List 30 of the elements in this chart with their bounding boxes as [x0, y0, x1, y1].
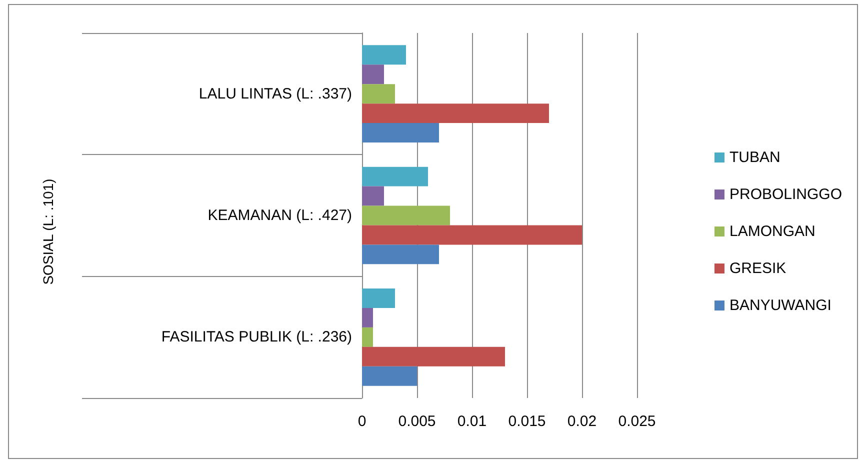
- bar: [362, 186, 384, 206]
- x-tick-label: 0.02: [567, 413, 597, 430]
- bar: [362, 288, 395, 308]
- bar: [362, 225, 582, 245]
- bar: [362, 123, 439, 142]
- bar: [362, 346, 505, 366]
- x-tick-label: 0: [358, 413, 366, 430]
- legend-label: TUBAN: [729, 149, 780, 166]
- y-tick-label: KEAMANAN (L: .427): [208, 207, 352, 224]
- legend-label: PROBOLINGGO: [729, 186, 842, 203]
- bar: [362, 45, 406, 65]
- bar: [362, 327, 373, 347]
- bar: [362, 84, 395, 104]
- legend-label: GRESIK: [729, 260, 786, 277]
- x-tick-label: 0.01: [457, 413, 487, 430]
- y-tick-label: FASILITAS PUBLIK (L: .236): [161, 328, 352, 346]
- x-tick-label: 0.005: [398, 413, 436, 430]
- bar: [362, 64, 384, 84]
- bar: [362, 308, 373, 328]
- bar: [362, 166, 428, 186]
- x-tick-label: 0.015: [508, 413, 546, 430]
- bar: [362, 206, 450, 226]
- legend-label: LAMONGAN: [729, 223, 816, 240]
- text: SOSIAL (L: .101): [40, 178, 56, 285]
- bar: [362, 366, 417, 386]
- legend-label: BANYUWANGI: [729, 297, 832, 314]
- y-tick-label: LALU LINTAS (L: .337): [198, 85, 352, 102]
- bar: [362, 244, 439, 264]
- bar: [362, 104, 549, 124]
- x-tick-label: 0.025: [618, 413, 656, 430]
